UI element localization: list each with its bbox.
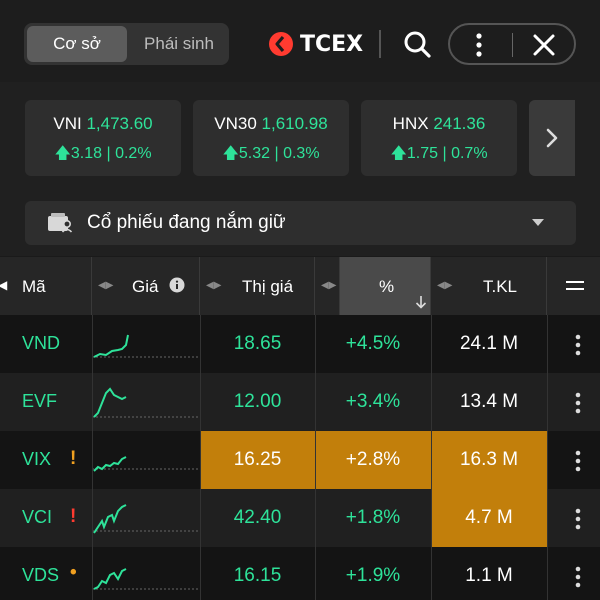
window-controls: [448, 23, 576, 65]
sparkline-chart: [92, 456, 198, 472]
column-header-volume[interactable]: ◀▶ T.KL: [431, 257, 547, 315]
table-row[interactable]: EVF 12.00 +3.4% 13.4 M: [0, 373, 600, 431]
index-card-vni[interactable]: VNI 1,473.60 🡅3.18 | 0.2%: [25, 100, 181, 176]
table-row[interactable]: VND 18.65 +4.5% 24.1 M: [0, 315, 600, 373]
header-divider: [379, 30, 381, 58]
column-resize-handle[interactable]: ◀▶: [315, 257, 340, 315]
stock-symbol[interactable]: VDS: [22, 565, 60, 585]
column-divider: [200, 315, 201, 600]
column-label: %: [379, 277, 395, 296]
column-label: T.KL: [483, 277, 518, 296]
more-options-icon[interactable]: [464, 31, 494, 59]
stock-symbol[interactable]: VCI: [22, 507, 53, 527]
row-menu-icon[interactable]: [568, 391, 588, 415]
price-cell: 18.65: [233, 333, 282, 354]
row-menu-icon[interactable]: [568, 333, 588, 357]
pill-divider: [512, 33, 513, 57]
alert-flag-icon[interactable]: !: [70, 506, 77, 527]
index-change: 3.18 | 0.2%: [70, 145, 152, 162]
column-settings-button[interactable]: [547, 257, 600, 315]
tab-co-so[interactable]: Cơ sở: [27, 26, 127, 62]
volume-cell: 4.7 M: [431, 489, 547, 547]
warning-flag-icon[interactable]: !: [70, 448, 77, 469]
app-logo: TCEX: [268, 30, 363, 58]
index-value: 241.36: [433, 114, 486, 133]
price-cell: 12.00: [233, 391, 282, 412]
sort-down-icon: [415, 296, 427, 309]
column-header-price-chart[interactable]: ◀▶ Giá: [92, 257, 200, 315]
logo-mark-icon: [269, 32, 293, 56]
row-menu-icon[interactable]: [568, 565, 588, 589]
caret-down-icon: [532, 219, 544, 226]
price-cell: 16.25: [200, 431, 315, 489]
sparkline-chart: [92, 568, 198, 590]
price-cell: 16.15: [233, 565, 282, 586]
logo-text: TCEX: [300, 31, 364, 57]
wallet-user-icon: [48, 213, 73, 233]
watchlist-label: Cổ phiếu đang nắm giữ: [87, 212, 286, 233]
sparkline-chart: [92, 504, 198, 534]
info-icon[interactable]: [169, 277, 185, 293]
column-divider: [92, 315, 93, 600]
volume-cell: 13.4 M: [459, 391, 519, 412]
column-label: Giá: [132, 277, 159, 296]
resize-arrows-icon: ◀▶: [206, 280, 222, 291]
arrow-up-icon: 🡅: [390, 145, 407, 162]
index-change: 5.32 | 0.3%: [238, 145, 320, 162]
index-value: 1,610.98: [261, 114, 328, 133]
column-label: Thị giá: [242, 277, 294, 296]
row-menu-icon[interactable]: [568, 449, 588, 473]
index-value: 1,473.60: [86, 114, 153, 133]
percent-cell: +1.8%: [345, 507, 401, 528]
column-divider: [315, 315, 316, 600]
resize-arrows-icon: ◀▶: [321, 280, 337, 291]
table-row[interactable]: VIX ! 16.25 +2.8% 16.3 M: [0, 431, 600, 489]
percent-cell: +4.5%: [345, 333, 401, 354]
column-label: Mã: [22, 277, 46, 296]
index-card-hnx[interactable]: HNX 241.36 🡅1.75 | 0.7%: [361, 100, 517, 176]
index-name: VN30: [214, 114, 257, 133]
search-icon[interactable]: [400, 27, 434, 61]
resize-arrows-icon: ◀▶: [98, 280, 114, 291]
index-name: HNX: [392, 114, 429, 133]
tab-phai-sinh[interactable]: Phái sinh: [144, 34, 214, 53]
index-name: VNI: [53, 114, 82, 133]
stock-symbol[interactable]: EVF: [22, 391, 58, 411]
resize-arrows-icon: ◀▶: [437, 280, 453, 291]
price-cell: 42.40: [233, 507, 282, 528]
chevron-right-icon: [546, 128, 558, 148]
index-card-vn30[interactable]: VN30 1,610.98 🡅5.32 | 0.3%: [193, 100, 349, 176]
arrow-up-icon: 🡅: [222, 145, 239, 162]
sort-left-icon: ◀: [0, 278, 8, 292]
sparkline-chart: [92, 387, 198, 418]
table-row[interactable]: VDS • 16.15 +1.9% 1.1 M: [0, 547, 600, 600]
column-header-market-price[interactable]: ◀▶ Thị giá: [200, 257, 315, 315]
column-header-percent[interactable]: %: [340, 257, 431, 315]
menu-lines-icon: [566, 281, 584, 290]
index-change: 1.75 | 0.7%: [406, 145, 488, 162]
column-divider: [431, 315, 432, 600]
market-segment-control: Cơ sở Phái sinh: [24, 23, 229, 65]
close-icon[interactable]: [530, 31, 558, 59]
percent-cell: +2.8%: [315, 431, 431, 489]
volume-cell: 24.1 M: [459, 333, 519, 354]
column-divider: [547, 315, 548, 600]
table-row[interactable]: VCI ! 42.40 +1.8% 4.7 M: [0, 489, 600, 547]
top-bar: Cơ sở Phái sinh TCEX: [0, 0, 600, 82]
volume-cell: 1.1 M: [465, 565, 513, 586]
arrow-up-icon: 🡅: [54, 145, 71, 162]
stock-symbol[interactable]: VIX: [22, 449, 52, 469]
percent-cell: +1.9%: [345, 565, 401, 586]
sparkline-chart: [92, 334, 198, 358]
column-header-symbol[interactable]: ◀ Mã: [0, 257, 92, 315]
next-indices-button[interactable]: [529, 100, 575, 176]
volume-cell: 16.3 M: [431, 431, 547, 489]
stock-symbol[interactable]: VND: [22, 333, 61, 353]
percent-cell: +3.4%: [345, 391, 401, 412]
row-menu-icon[interactable]: [568, 507, 588, 531]
watchlist-selector[interactable]: Cổ phiếu đang nắm giữ: [25, 201, 576, 245]
status-dot-icon: •: [70, 562, 77, 583]
